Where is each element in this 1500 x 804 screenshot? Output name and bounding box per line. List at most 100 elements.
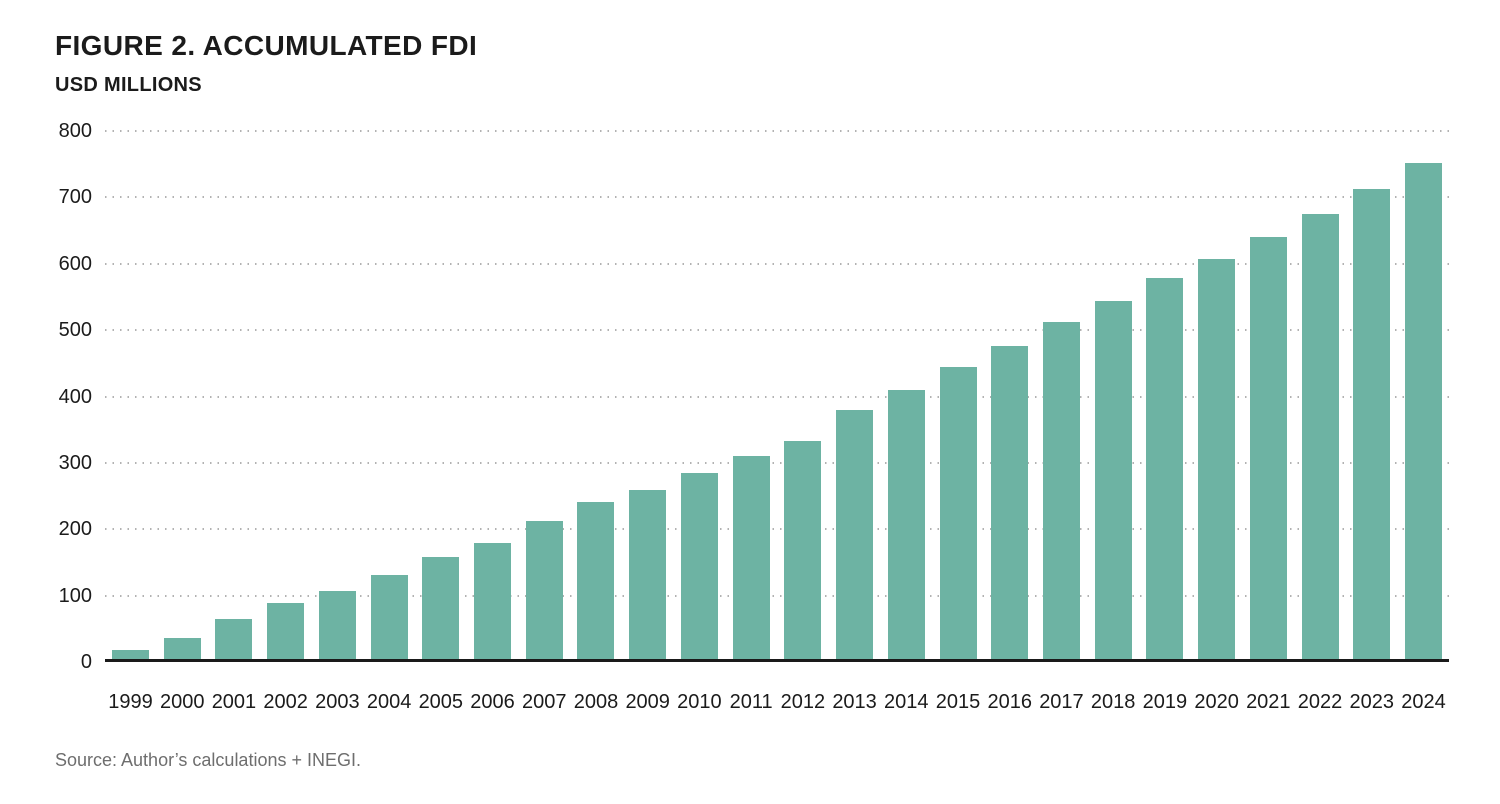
gridline-100 <box>105 594 1449 597</box>
gridline-400 <box>105 395 1449 398</box>
bar-2021 <box>1249 236 1287 659</box>
x-tick-label-text: 2020 <box>1194 691 1239 713</box>
y-tick-label-500: 500 <box>58 319 92 342</box>
x-tick-label-1999: 1999 <box>108 691 153 714</box>
x-tick-label-text: 2017 <box>1039 691 1084 713</box>
y-tick-label-600: 600 <box>58 252 92 275</box>
bar-2002 <box>267 602 305 659</box>
bar-2014 <box>887 389 925 659</box>
bar-2007 <box>525 521 563 659</box>
x-tick-label-2012: 2012 <box>781 691 826 714</box>
x-tick-label-text: 2008 <box>573 691 619 713</box>
x-tick-label-text: 2001 <box>211 691 257 713</box>
y-tick-label-0: 0 <box>80 651 92 673</box>
x-tick-label-text: 2015 <box>935 691 981 713</box>
x-tick-label-text: 2022 <box>1297 691 1343 713</box>
bar-2017 <box>1042 322 1080 659</box>
y-tick-label-200: 200 <box>58 518 92 541</box>
x-tick-label-text: 2004 <box>366 691 412 713</box>
y-tick-label-300: 300 <box>58 451 92 474</box>
x-tick-label-2023: 2023 <box>1350 691 1395 714</box>
gridline-300 <box>105 461 1449 464</box>
x-tick-label-text: 2002 <box>263 691 308 713</box>
gridline-800 <box>105 130 1449 132</box>
bar-2020 <box>1198 259 1236 659</box>
x-tick-label-2008: 2008 <box>574 691 619 714</box>
x-tick-label-2004: 2004 <box>367 691 412 714</box>
x-tick-label-2022: 2022 <box>1298 691 1343 714</box>
x-tick-label-2010: 2010 <box>677 691 722 714</box>
x-tick-label-2003: 2003 <box>315 691 360 714</box>
x-tick-label-2018: 2018 <box>1091 691 1136 714</box>
x-tick-label-text: 2009 <box>625 691 670 713</box>
x-tick-label-2017: 2017 <box>1039 691 1084 714</box>
bar-2022 <box>1301 213 1339 659</box>
bar-2018 <box>1094 300 1132 659</box>
figure-title: FIGURE 2. ACCUMULATED FDI <box>55 30 478 61</box>
x-tick-label-text: 2023 <box>1349 691 1395 713</box>
bar-2024 <box>1404 162 1442 659</box>
x-tick-label-text: 2010 <box>677 691 722 713</box>
x-tick-label-text: 2006 <box>470 691 515 713</box>
x-tick-label-2015: 2015 <box>936 691 981 714</box>
bar-2001 <box>215 618 253 659</box>
x-tick-label-2007: 2007 <box>522 691 567 714</box>
x-tick-label-2000: 2000 <box>160 691 205 714</box>
x-tick-label-2024: 2024 <box>1401 691 1446 714</box>
x-tick-label-2005: 2005 <box>419 691 464 714</box>
bar-2015 <box>939 366 977 659</box>
x-tick-label-text: 2018 <box>1090 691 1136 713</box>
y-tick-label-700: 700 <box>58 186 92 209</box>
x-tick-label-2014: 2014 <box>884 691 929 714</box>
bar-2016 <box>991 346 1029 659</box>
bar-2000 <box>163 637 201 659</box>
x-tick-label-2002: 2002 <box>263 691 308 714</box>
x-tick-label-2006: 2006 <box>470 691 515 714</box>
x-tick-label-text: 2005 <box>418 691 464 713</box>
x-tick-label-text: 1999 <box>108 691 153 713</box>
gridline-200 <box>105 528 1449 531</box>
x-tick-label-text: 2007 <box>522 691 567 713</box>
y-tick-label-800: 800 <box>58 120 92 142</box>
x-tick-label-2020: 2020 <box>1194 691 1239 714</box>
bar-2023 <box>1353 189 1391 659</box>
bar-2006 <box>474 542 512 659</box>
x-tick-label-2001: 2001 <box>212 691 257 714</box>
gridline-700 <box>105 196 1449 199</box>
bar-2009 <box>629 490 667 659</box>
x-tick-label-2016: 2016 <box>987 691 1032 714</box>
y-tick-label-400: 400 <box>58 385 92 408</box>
x-tick-label-text: 2012 <box>780 691 826 713</box>
y-tick-label-100: 100 <box>58 584 92 607</box>
x-tick-label-2011: 2011 <box>729 691 773 714</box>
x-tick-label-text: 2013 <box>832 691 877 713</box>
bar-2010 <box>680 472 718 659</box>
gridline-500 <box>105 329 1449 332</box>
bar-2019 <box>1146 277 1184 659</box>
bar-2008 <box>577 501 615 659</box>
bar-series <box>105 131 1449 659</box>
bar-2012 <box>784 441 822 659</box>
x-tick-label-text: 2021 <box>1246 691 1291 713</box>
x-tick-label-text: 2011 <box>729 691 773 713</box>
x-tick-label-text: 2014 <box>884 691 929 713</box>
source-note: Source: Author’s calculations + INEGI. <box>55 750 361 770</box>
figure-subtitle: USD MILLIONS <box>55 74 202 96</box>
x-tick-label-2009: 2009 <box>625 691 670 714</box>
bar-2003 <box>318 591 356 659</box>
x-tick-label-2019: 2019 <box>1143 691 1188 714</box>
gridline-600 <box>105 262 1449 265</box>
bar-2005 <box>422 556 460 659</box>
x-tick-label-text: 2016 <box>987 691 1032 713</box>
x-axis-labels: 1999 2000 2001 2002 2003 2004 2005 2006 2007 2008… <box>105 691 1449 714</box>
bar-2011 <box>732 455 770 659</box>
x-tick-label-text: 2000 <box>159 691 205 713</box>
x-tick-label-2021: 2021 <box>1246 691 1291 714</box>
bar-2013 <box>836 409 874 659</box>
x-tick-label-text: 2019 <box>1142 691 1188 713</box>
x-tick-label-text: 2024 <box>1401 691 1446 713</box>
plot-area <box>105 130 1449 662</box>
x-tick-label-2013: 2013 <box>832 691 877 714</box>
bar-1999 <box>112 650 149 659</box>
